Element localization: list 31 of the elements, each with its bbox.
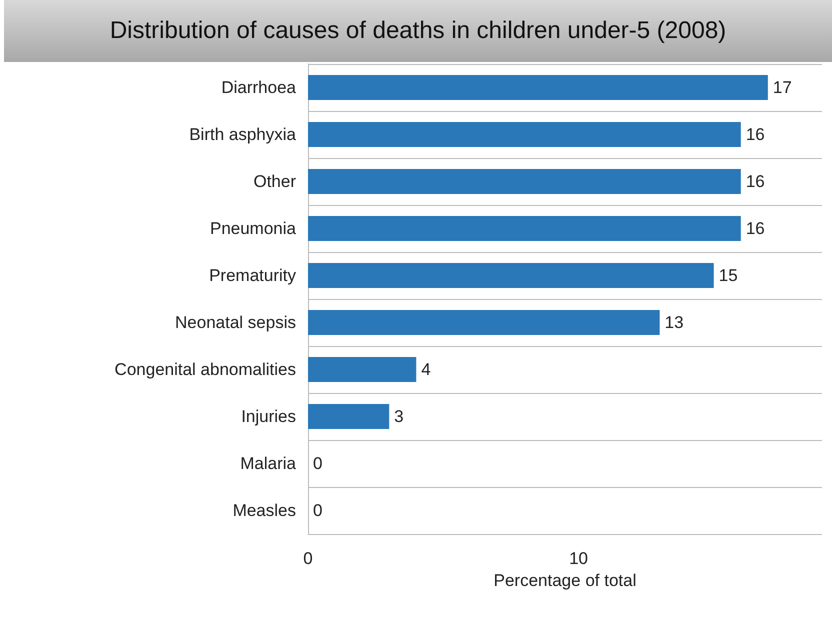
y-tick-label: Neonatal sepsis: [175, 313, 296, 332]
data-label: 13: [664, 313, 684, 332]
data-label: 16: [746, 125, 765, 144]
bar: [308, 357, 416, 382]
y-tick-label: Prematurity: [209, 266, 296, 285]
data-label: 0: [313, 501, 322, 520]
y-tick-label: Malaria: [240, 454, 297, 473]
data-label: 4: [421, 360, 431, 379]
y-tick-label: Birth asphyxia: [189, 125, 297, 144]
y-tick-label: Injuries: [241, 407, 296, 426]
y-tick-label: Measles: [232, 501, 296, 520]
data-label: 3: [394, 407, 404, 426]
y-tick-label: Other: [253, 172, 296, 191]
y-tick-label: Pneumonia: [210, 219, 297, 238]
bar: [308, 75, 768, 100]
bar: [308, 404, 390, 429]
bar: [308, 122, 741, 147]
bar: [308, 216, 741, 241]
chart-title: Distribution of causes of deaths in children under-5 (2008): [4, 0, 832, 62]
bar: [308, 310, 660, 335]
bar: [308, 263, 714, 288]
x-axis-title: Percentage of total: [494, 570, 636, 590]
data-label: 16: [746, 219, 765, 238]
data-label: 15: [718, 266, 738, 285]
y-tick-label: Congenital abnomalities: [114, 360, 296, 379]
data-label: 17: [772, 78, 792, 97]
data-label: 16: [746, 172, 765, 191]
bar: [308, 169, 741, 194]
data-label: 0: [313, 454, 322, 473]
x-tick-label: 10: [569, 549, 588, 568]
y-tick-label: Diarrhoea: [221, 78, 297, 97]
